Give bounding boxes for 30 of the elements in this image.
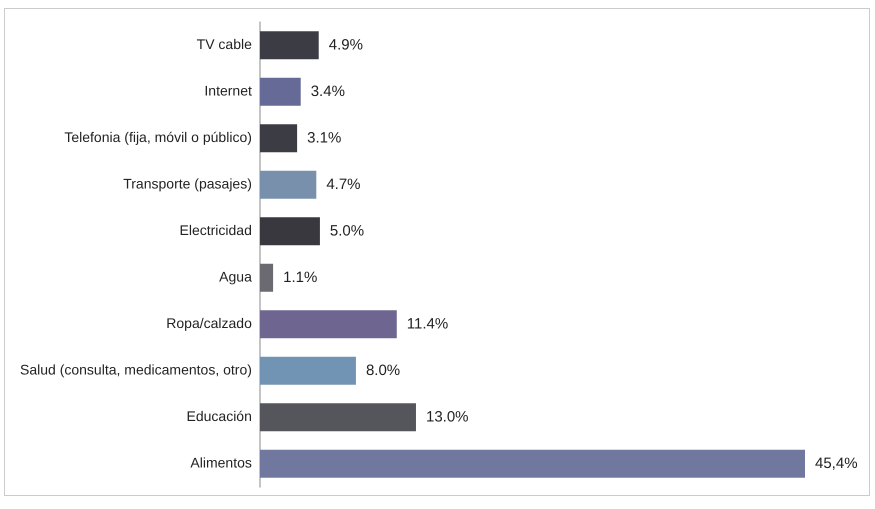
y-tick-label: Telefonia (fija, móvil o público): [64, 129, 252, 146]
bar: [260, 124, 298, 152]
y-tick-label: Salud (consulta, medicamentos, otro): [20, 362, 252, 378]
data-label: 13.0%: [426, 408, 469, 426]
bar: [260, 403, 416, 432]
data-label: 4.7%: [326, 176, 361, 193]
y-tick-label: Transporte (pasajes): [123, 176, 252, 192]
data-label: 45,4%: [815, 454, 858, 472]
data-label: 4.9%: [328, 36, 363, 54]
y-tick-label: Educación: [186, 408, 252, 424]
data-label: 3.4%: [310, 82, 345, 100]
data-label: 11.4%: [406, 315, 448, 332]
y-tick-label: Electricidad: [180, 222, 252, 238]
y-tick-label: Agua: [219, 268, 252, 285]
bar: [260, 356, 356, 385]
bar: [260, 450, 805, 478]
bar: [260, 170, 316, 199]
data-label: 8.0%: [366, 362, 400, 379]
bar: [260, 217, 320, 246]
y-tick-label: TV cable: [196, 36, 252, 52]
bar: [260, 264, 274, 292]
bar: [260, 78, 301, 106]
data-label: 1.1%: [283, 268, 318, 286]
y-tick-label: Internet: [204, 82, 252, 99]
bar: [260, 310, 397, 338]
y-tick-label: Ropa/calzado: [166, 315, 252, 332]
bar: [260, 31, 319, 60]
data-label: 5.0%: [330, 222, 364, 240]
y-tick-label: Alimentos: [190, 454, 252, 471]
data-label: 3.1%: [307, 129, 342, 146]
